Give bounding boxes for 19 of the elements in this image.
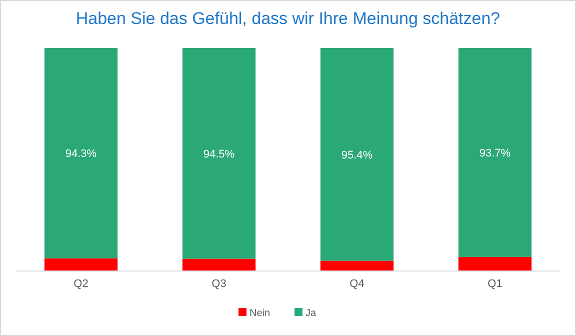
bar xyxy=(458,256,532,271)
data-label: 94.3% xyxy=(65,148,97,160)
data-label: 95.4% xyxy=(341,149,373,162)
chart-title: Haben Sie das Gefühl, dass wir Ihre Meinung schätzen? xyxy=(76,9,500,28)
bar xyxy=(182,258,256,271)
x-tick-label: Q1 xyxy=(488,278,502,290)
bar xyxy=(44,48,118,258)
bar xyxy=(182,48,256,259)
legend-label: Nein xyxy=(250,308,270,319)
bar xyxy=(320,48,394,261)
x-tick-label: Q3 xyxy=(212,278,226,290)
bar xyxy=(320,260,394,271)
bar xyxy=(458,48,532,257)
x-tick-label: Q4 xyxy=(350,278,364,290)
legend-label: Ja xyxy=(306,308,316,319)
data-label: 94.5% xyxy=(203,148,235,160)
data-label: 93.7% xyxy=(479,147,511,160)
bar xyxy=(44,258,118,271)
x-tick-label: Q2 xyxy=(74,278,88,290)
